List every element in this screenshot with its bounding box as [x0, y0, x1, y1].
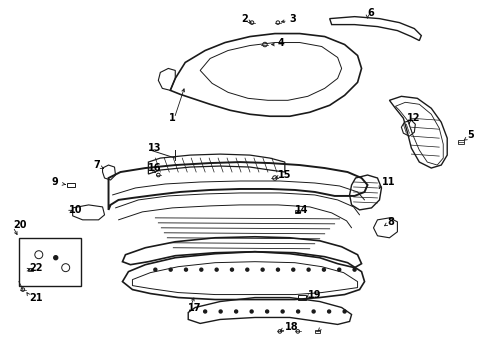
Text: 11: 11 — [382, 177, 395, 187]
Text: 8: 8 — [388, 217, 394, 227]
Circle shape — [296, 310, 299, 313]
Circle shape — [235, 310, 238, 313]
Text: 9: 9 — [52, 177, 59, 187]
Circle shape — [246, 268, 249, 271]
Circle shape — [328, 310, 331, 313]
Circle shape — [169, 268, 172, 271]
Circle shape — [215, 268, 218, 271]
Text: 19: 19 — [308, 289, 321, 300]
Text: 1: 1 — [169, 113, 175, 123]
Circle shape — [353, 268, 356, 271]
Circle shape — [185, 268, 188, 271]
Text: 4: 4 — [278, 37, 285, 48]
Text: 12: 12 — [407, 113, 421, 123]
Text: 21: 21 — [29, 293, 42, 302]
Circle shape — [281, 310, 284, 313]
Circle shape — [266, 310, 269, 313]
Text: 5: 5 — [467, 130, 474, 140]
Text: 6: 6 — [368, 8, 374, 18]
Circle shape — [343, 310, 346, 313]
Circle shape — [230, 268, 233, 271]
Circle shape — [322, 268, 325, 271]
Text: 2: 2 — [241, 14, 248, 24]
Circle shape — [154, 268, 157, 271]
Circle shape — [292, 268, 295, 271]
Text: 3: 3 — [290, 14, 296, 24]
Text: 17: 17 — [188, 302, 202, 312]
Circle shape — [200, 268, 203, 271]
Circle shape — [250, 310, 253, 313]
Text: 15: 15 — [278, 170, 292, 180]
Circle shape — [219, 310, 222, 313]
Text: 16: 16 — [148, 163, 162, 173]
Text: 14: 14 — [295, 205, 308, 215]
Text: 7: 7 — [94, 160, 100, 170]
Text: 22: 22 — [29, 263, 42, 273]
Text: 20: 20 — [13, 220, 26, 230]
Circle shape — [312, 310, 315, 313]
Circle shape — [204, 310, 207, 313]
Text: 10: 10 — [69, 205, 82, 215]
Circle shape — [338, 268, 341, 271]
Circle shape — [54, 256, 58, 260]
Text: 13: 13 — [148, 143, 162, 153]
Circle shape — [261, 268, 264, 271]
Circle shape — [307, 268, 310, 271]
Circle shape — [276, 268, 279, 271]
Text: 18: 18 — [285, 323, 298, 332]
